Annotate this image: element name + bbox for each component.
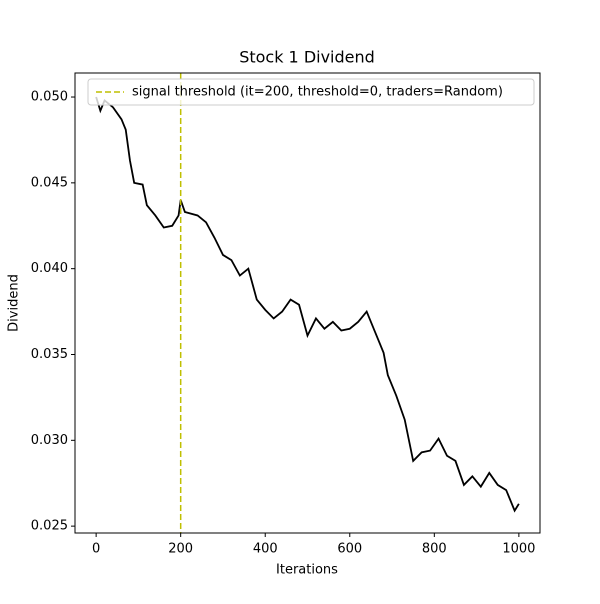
x-tick-label: 600 [337,542,362,557]
y-tick-label: 0.035 [31,347,68,362]
y-tick-label: 0.050 [31,90,68,105]
x-axis-label: Iterations [276,563,338,578]
axes-frame [74,72,541,534]
x-tick-label: 0 [92,542,100,557]
y-tick-label: 0.040 [31,261,68,276]
x-tick-label: 800 [422,542,447,557]
y-tick-label: 0.025 [31,519,68,534]
legend-box [87,78,535,106]
x-tick-label: 400 [253,542,278,557]
data-line [95,96,520,513]
y-tick-label: 0.045 [31,175,68,190]
legend-label: signal threshold (it=200, threshold=0, t… [132,85,503,100]
chart-title: Stock 1 Dividend [239,48,375,67]
y-tick-label: 0.030 [31,433,68,448]
y-axis-label: Dividend [7,274,22,332]
x-tick-label: 200 [168,542,193,557]
x-tick-label: 1000 [502,542,535,557]
